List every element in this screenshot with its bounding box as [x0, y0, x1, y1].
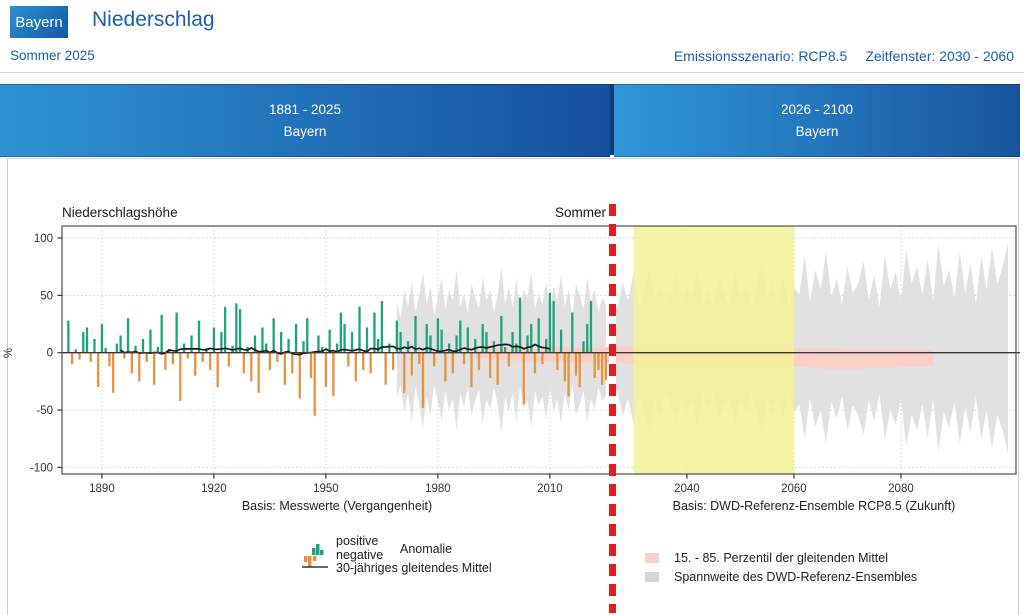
- precipitation-anomaly-chart: 100 50 0 -50 -100 1890 1920 1950 1980 2010 2040 206…: [3, 205, 1020, 584]
- y-axis-label: %: [3, 348, 15, 358]
- scenario-label: Emissionsszenario: RCP8.5: [673, 48, 848, 64]
- svg-text:1890: 1890: [89, 483, 115, 495]
- period-band-past-region: Bayern: [283, 124, 327, 139]
- period-band-past-range: 1881 - 2025: [268, 102, 342, 117]
- forecast-divider-line: [608, 204, 616, 613]
- legend-anomaly-label: Anomalie: [400, 542, 452, 556]
- svg-text:2060: 2060: [781, 483, 807, 495]
- axis-caption-future: Basis: DWD-Referenz-Ensemble RCP8.5 (Zuk…: [673, 499, 956, 513]
- ensemble-areas: [396, 226, 1008, 474]
- svg-text:1980: 1980: [425, 483, 451, 495]
- region-badge[interactable]: Bayern: [10, 6, 68, 38]
- svg-text:1920: 1920: [201, 483, 227, 495]
- time-window-label: Zeitfenster: 2030 - 2060: [865, 48, 1014, 64]
- legend-negative-label: negative: [336, 548, 383, 562]
- season-label: Sommer 2025: [10, 48, 95, 63]
- header-divider: [0, 72, 1024, 73]
- svg-text:-50: -50: [36, 405, 53, 417]
- legend-percentile-label: 15. - 85. Perzentil der gleitenden Mitte…: [674, 551, 888, 565]
- header-settings: Emissionsszenario: RCP8.5 Zeitfenster: 2…: [674, 48, 1014, 64]
- legend-ensemble-label: Spannweite des DWD-Referenz-Ensembles: [674, 570, 917, 584]
- axis-ticks: 100 50 0 -50 -100 1890 1920 1950 1980 2010 2040 206…: [30, 233, 914, 495]
- percentile-legend-swatch: [645, 553, 659, 563]
- period-band-future: 2026 - 2100 Bayern: [614, 84, 1020, 157]
- legend-running-mean-label: 30-jähriges gleitendes Mittel: [336, 561, 492, 575]
- svg-text:2080: 2080: [888, 483, 914, 495]
- svg-text:100: 100: [34, 233, 53, 245]
- period-band-divider: [610, 84, 614, 155]
- anomaly-bars: [67, 293, 608, 416]
- anomaly-legend-icon: [304, 544, 324, 567]
- chart-title-left: Niederschlagshöhe: [62, 205, 178, 220]
- svg-text:2040: 2040: [674, 483, 700, 495]
- period-band-future-range: 2026 - 2100: [780, 102, 854, 117]
- svg-text:50: 50: [40, 290, 53, 302]
- chart-title-right: Sommer: [555, 205, 607, 220]
- legend-positive-label: positive: [336, 534, 378, 548]
- axis-caption-past: Basis: Messwerte (Vergangenheit): [242, 499, 432, 513]
- page-title: Niederschlag: [92, 8, 215, 31]
- period-band-past: 1881 - 2025 Bayern: [0, 84, 610, 157]
- svg-text:1950: 1950: [313, 483, 339, 495]
- svg-text:2010: 2010: [537, 483, 563, 495]
- period-band-future-region: Bayern: [795, 124, 839, 139]
- svg-text:-100: -100: [30, 462, 53, 474]
- lines-and-borders: [61, 225, 1020, 475]
- svg-text:0: 0: [47, 348, 53, 360]
- ensemble-legend-swatch: [645, 572, 659, 582]
